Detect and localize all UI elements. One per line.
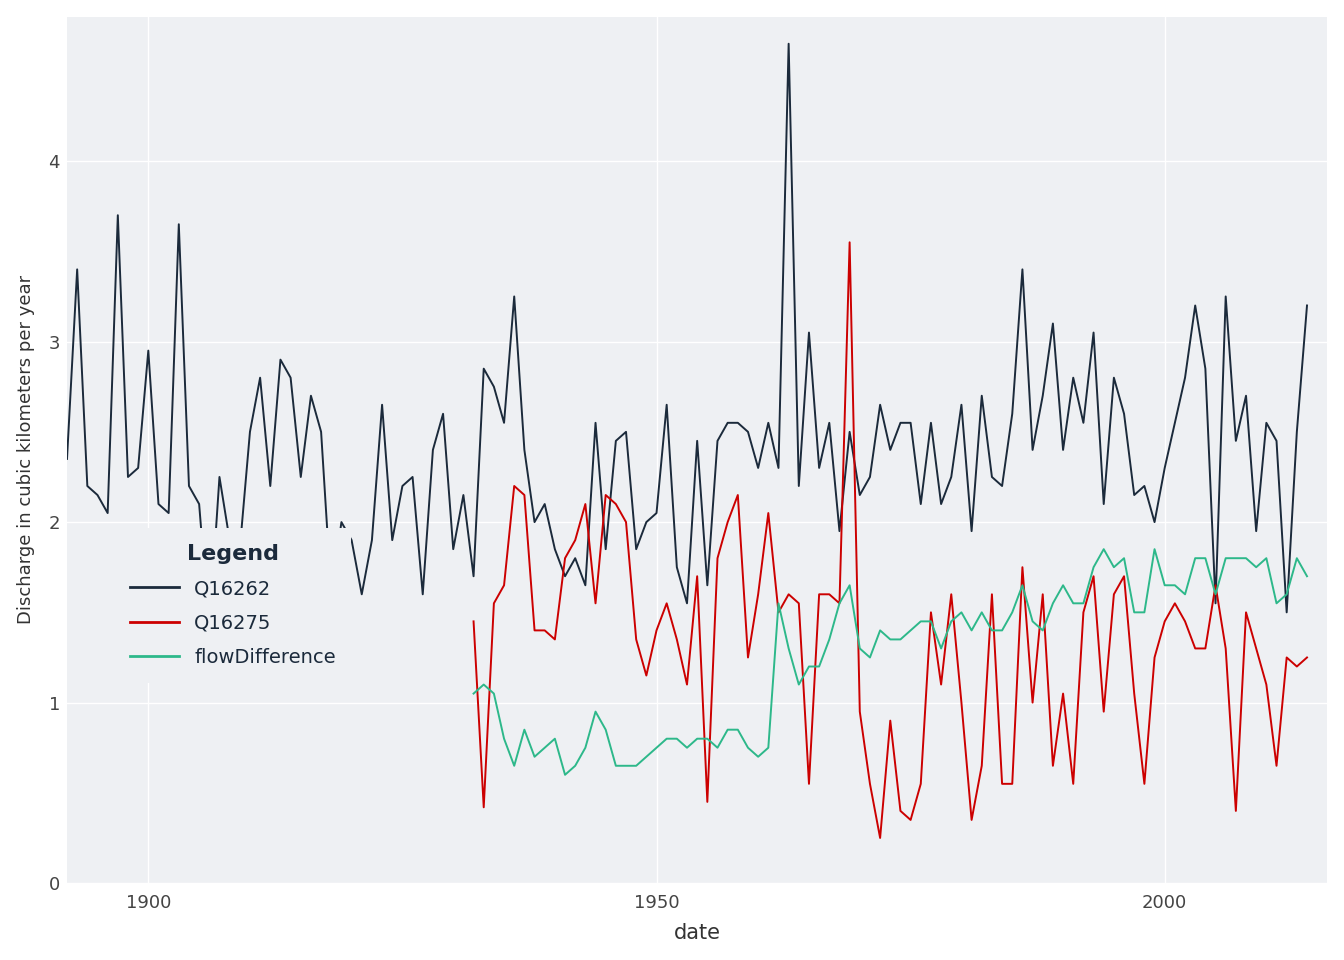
flowDifference: [1095, 543, 1111, 555]
flowDifference: [1136, 607, 1152, 618]
Q16262: [1086, 326, 1102, 338]
X-axis label: date: date: [673, 924, 720, 944]
Q16275: [1086, 570, 1102, 582]
Line: Q16262: Q16262: [67, 44, 1306, 631]
Q16262: [425, 444, 441, 456]
Q16262: [130, 462, 146, 473]
Q16275: [1298, 652, 1314, 663]
flowDifference: [648, 742, 664, 754]
Q16262: [781, 38, 797, 50]
Q16275: [984, 588, 1000, 600]
Q16275: [465, 615, 481, 627]
Q16275: [516, 490, 532, 501]
flowDifference: [465, 687, 481, 699]
Line: Q16275: Q16275: [473, 242, 1306, 838]
Q16275: [1136, 778, 1152, 789]
Q16262: [202, 625, 218, 636]
Q16275: [872, 832, 888, 844]
Line: flowDifference: flowDifference: [473, 549, 1306, 775]
flowDifference: [1075, 597, 1091, 609]
flowDifference: [598, 724, 614, 735]
Q16262: [59, 453, 75, 465]
Q16262: [607, 435, 624, 446]
flowDifference: [973, 607, 989, 618]
flowDifference: [516, 724, 532, 735]
Y-axis label: Discharge in cubic kilometers per year: Discharge in cubic kilometers per year: [16, 276, 35, 624]
flowDifference: [556, 769, 573, 780]
flowDifference: [1298, 570, 1314, 582]
Q16275: [638, 670, 655, 682]
Q16262: [1298, 300, 1314, 311]
Legend: Q16262, Q16275, flowDifference: Q16262, Q16275, flowDifference: [114, 528, 351, 683]
Q16275: [587, 597, 603, 609]
Q16262: [181, 480, 198, 492]
Q16275: [841, 236, 857, 248]
Q16262: [211, 471, 227, 483]
